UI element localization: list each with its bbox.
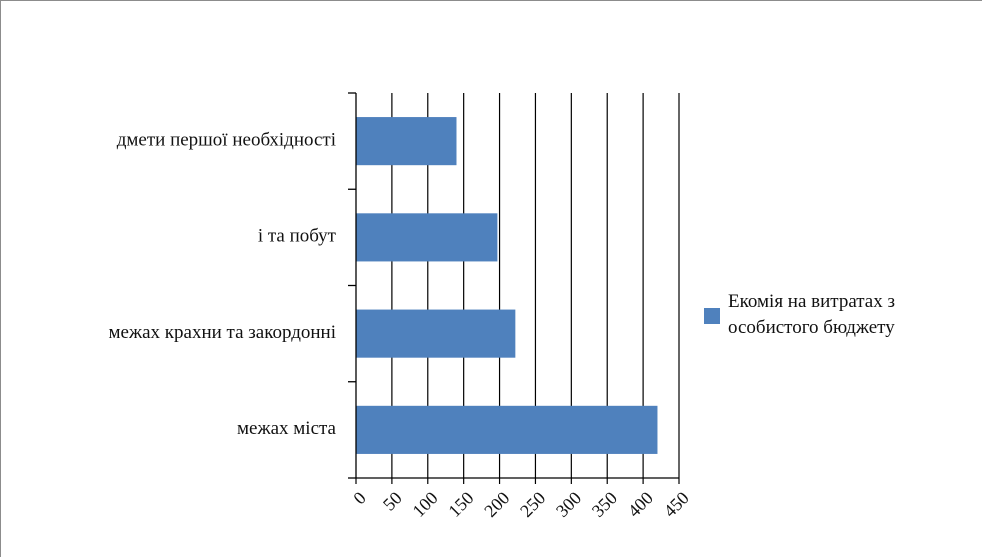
category-label-1: дмети першої необхідності: [117, 129, 336, 150]
x-tick-label-0: 0: [349, 488, 370, 509]
x-tick-label-50: 50: [379, 488, 406, 515]
x-tick-label-400: 400: [624, 488, 657, 521]
x-tick-labels: 0 50 100 150 200 250 300 350 400 450: [349, 488, 693, 521]
x-tick-label-150: 150: [444, 488, 477, 521]
x-tick-label-100: 100: [408, 488, 441, 521]
bars: [356, 117, 658, 454]
category-label-2: і та побут: [258, 226, 337, 247]
bar-3: [356, 309, 516, 358]
legend-label-line-1: Екомія на витратах з: [728, 291, 895, 312]
legend: Екомія на витратах з особистого бюджету: [704, 289, 978, 341]
x-tick-label-450: 450: [660, 488, 693, 521]
x-tick-label-300: 300: [552, 488, 585, 521]
axes: [348, 92, 680, 484]
legend-label: Екомія на витратах з особистого бюджету: [728, 289, 978, 341]
bar-4: [356, 405, 658, 454]
bar-2: [356, 213, 498, 262]
category-label-4: межах міста: [237, 418, 337, 439]
x-tick-label-350: 350: [588, 488, 621, 521]
category-label-3: межах крахни та закордонні: [109, 322, 336, 343]
category-labels: дмети першої необхідності і та побут межа…: [109, 129, 337, 439]
x-tick-label-250: 250: [516, 488, 549, 521]
x-tick-label-200: 200: [480, 488, 513, 521]
legend-label-line-2: особистого бюджету: [728, 317, 895, 338]
legend-swatch: [704, 308, 720, 324]
bar-1: [356, 117, 457, 166]
